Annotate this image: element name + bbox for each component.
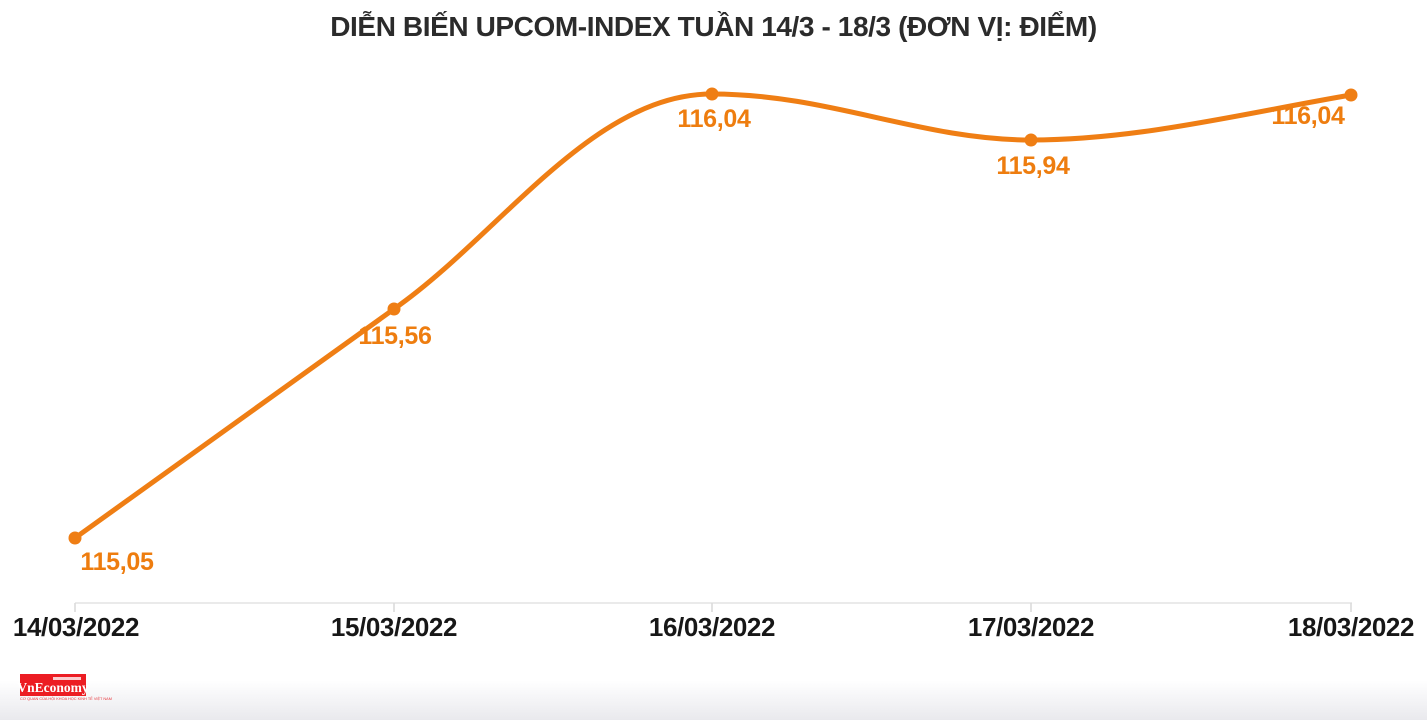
point-value-label: 115,94	[996, 152, 1070, 180]
logo-fine-print	[53, 677, 81, 680]
x-axis-label: 17/03/2022	[967, 612, 1095, 642]
point-value-label: 115,05	[80, 548, 154, 576]
point-value-label: 115,56	[358, 322, 432, 350]
x-axis-ticks	[74, 603, 1352, 612]
point-value-label: 116,04	[1271, 102, 1345, 130]
point-value-label: 116,04	[677, 105, 751, 133]
x-axis-label: 16/03/2022	[648, 612, 776, 642]
data-point-3	[705, 87, 719, 101]
data-point-1	[68, 531, 82, 545]
vneconomy-logo-box: VnEconomy	[17, 674, 89, 696]
data-point-2	[387, 302, 401, 316]
x-axis-label: 15/03/2022	[330, 612, 458, 642]
data-point-4	[1024, 133, 1038, 147]
chart-title: DIỄN BIẾN UPCOM-INDEX TUẦN 14/3 - 18/3 (…	[330, 11, 1097, 42]
x-axis-label: 14/03/2022	[12, 612, 140, 642]
vneconomy-logo: VnEconomy CƠ QUAN CỦA HỘI KHOA HỌC KINH …	[17, 674, 140, 704]
index-line	[72, 91, 1354, 541]
data-point-5	[1344, 88, 1358, 102]
x-axis-label: 18/03/2022	[1287, 612, 1415, 642]
vneconomy-tagline: CƠ QUAN CỦA HỘI KHOA HỌC KINH TẾ VIỆT NA…	[20, 697, 112, 701]
vneconomy-logo-text: VnEconomy	[17, 680, 89, 695]
